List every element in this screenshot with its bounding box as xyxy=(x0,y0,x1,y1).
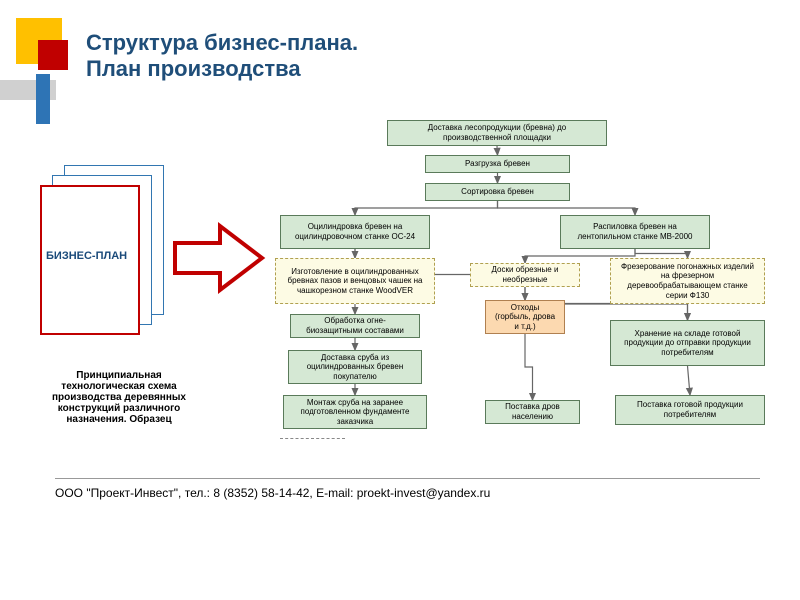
flow-node-n3: Сортировка бревен xyxy=(425,183,570,201)
edge-n11-n15 xyxy=(688,366,691,395)
title-line1: Структура бизнес-плана. xyxy=(86,30,358,56)
flow-node-n15: Поставка готовой продукции потребителям xyxy=(615,395,765,425)
flow-node-n6: Изготовление в оцилиндрованных бревнах п… xyxy=(275,258,435,304)
footer-text: ООО "Проект-Инвест", тел.: 8 (8352) 58-1… xyxy=(55,486,765,500)
flow-node-n8: Фрезерование погонажных изделий на фрезе… xyxy=(610,258,765,304)
flow-node-n7: Доски обрезные и необрезные xyxy=(470,263,580,287)
edge-n3-n4 xyxy=(355,201,498,215)
dash-separator xyxy=(280,438,345,439)
doc-stack: БИЗНЕС-ПЛАН xyxy=(40,165,180,335)
edge-n3-n5 xyxy=(498,201,636,215)
deco-red xyxy=(38,40,68,70)
edge-n5-n8 xyxy=(635,249,688,258)
flow-node-n12: Доставка сруба из оцилиндрованных бревен… xyxy=(288,350,422,384)
big-arrow xyxy=(170,218,270,298)
flow-node-n9: Отходы (горбыль, дрова и т.д.) xyxy=(485,300,565,334)
flow-node-n1: Доставка лесопродукции (бревна) до произ… xyxy=(387,120,607,146)
flow-node-n10: Обработка огне-биозащитными составами xyxy=(290,314,420,338)
edge-n9-n14 xyxy=(525,334,533,400)
caption: Принципиальная технологическая схема про… xyxy=(34,370,204,425)
flow-node-n14: Поставка дров населению xyxy=(485,400,580,424)
flow-node-n13: Монтаж сруба на заранее подготовленном ф… xyxy=(283,395,427,429)
flow-node-n4: Оцилиндровка бревен на оцилиндровочном с… xyxy=(280,215,430,249)
edge-n1-n2 xyxy=(497,146,498,155)
deco-blue xyxy=(36,74,50,124)
flow-node-n2: Разгрузка бревен xyxy=(425,155,570,173)
title-line2: План производства xyxy=(86,56,358,82)
doc-label: БИЗНЕС-ПЛАН xyxy=(46,250,127,262)
flow-node-n5: Распиловка бревен на лентопильном станке… xyxy=(560,215,710,249)
flow-node-n11: Хранение на складе готовой продукции до … xyxy=(610,320,765,366)
footer-rule xyxy=(55,478,760,479)
page-title: Структура бизнес-плана. План производств… xyxy=(86,30,358,82)
